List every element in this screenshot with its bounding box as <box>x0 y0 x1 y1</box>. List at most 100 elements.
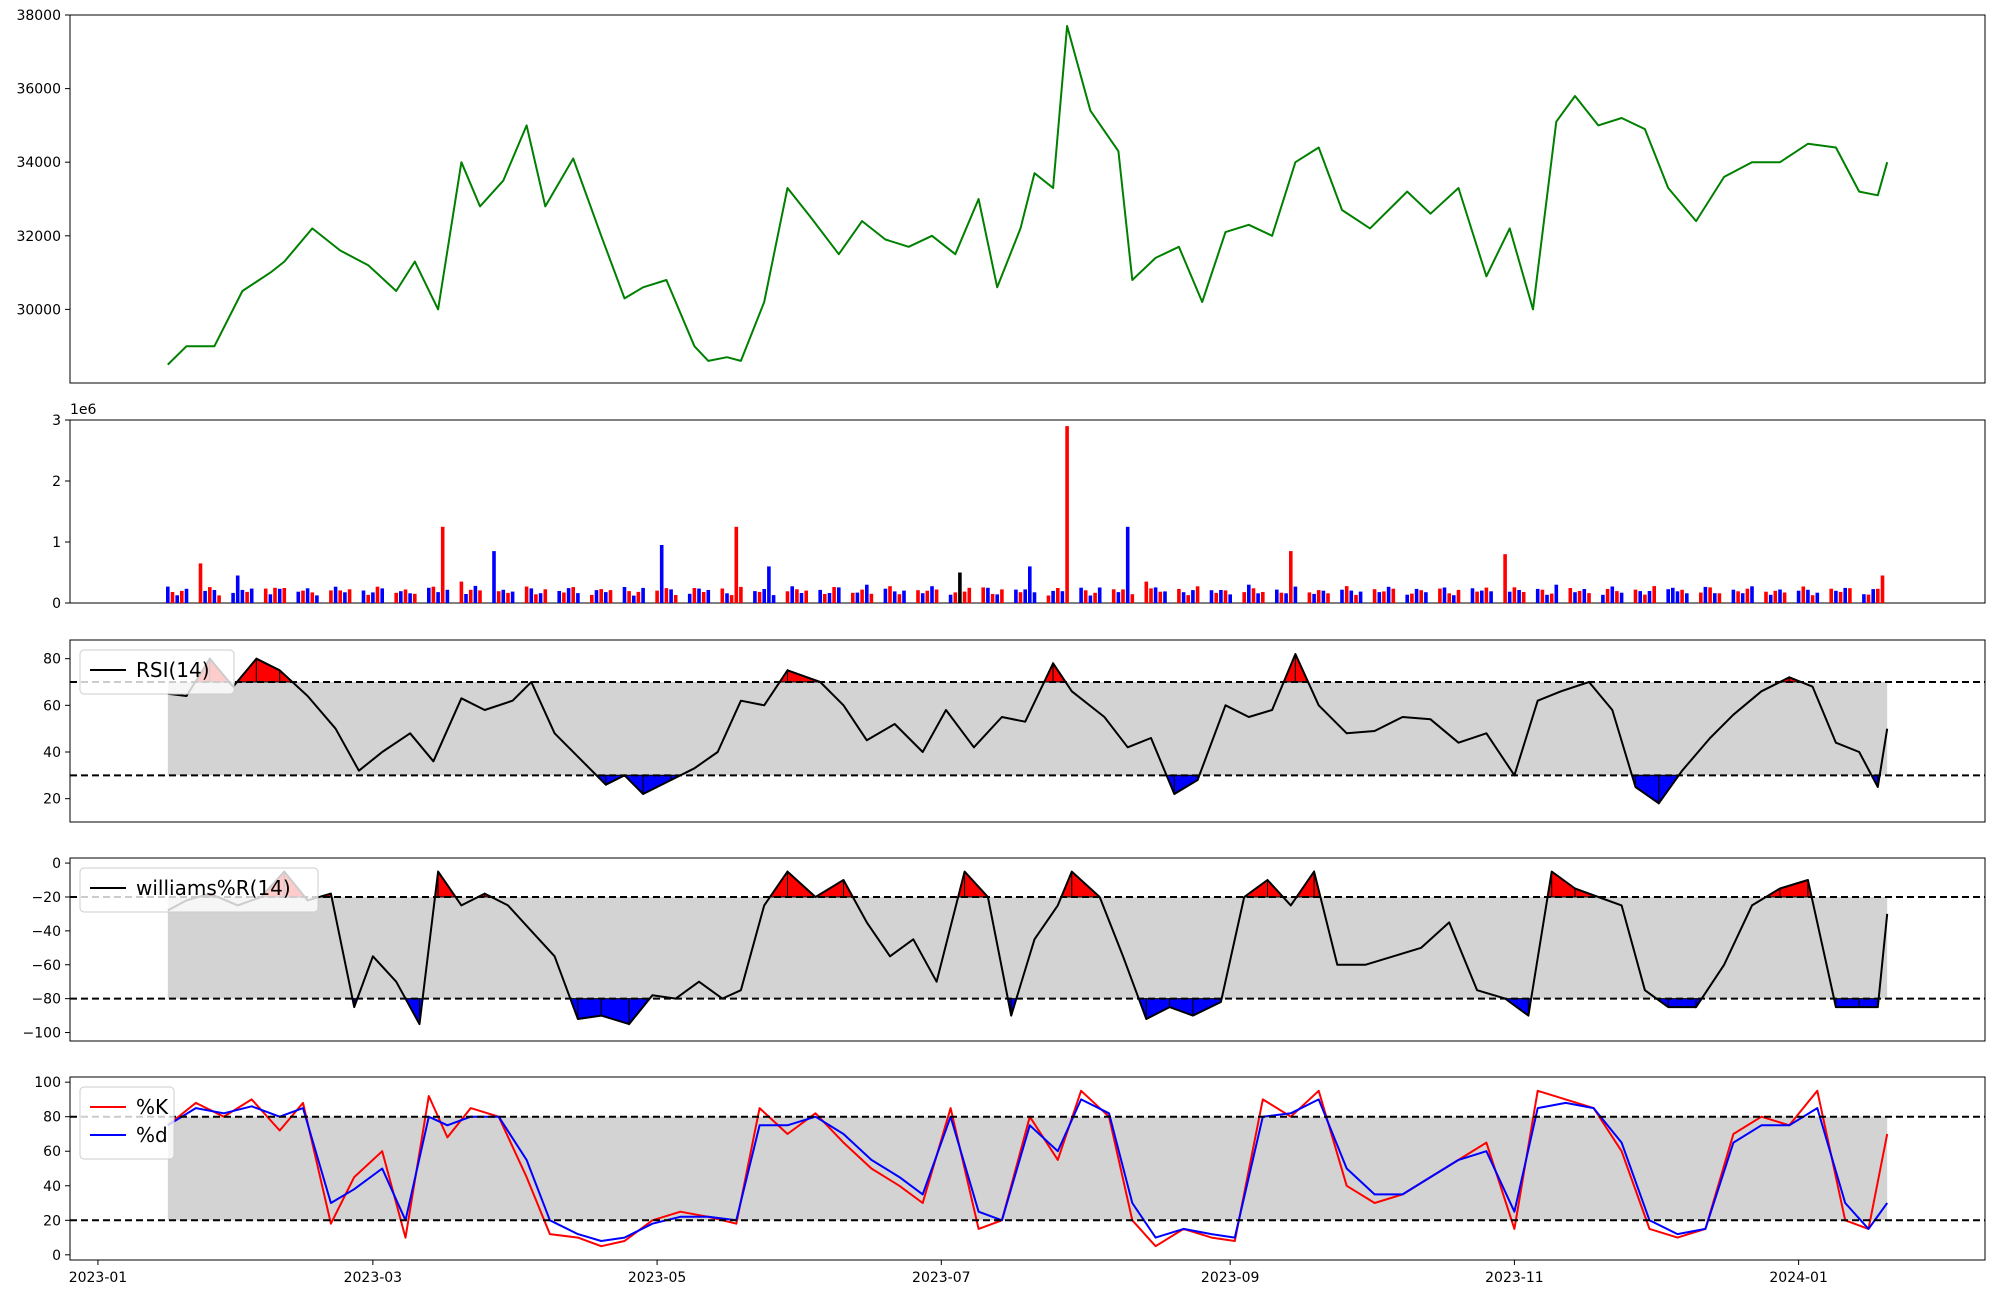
stochastic-legend-box <box>79 1086 175 1160</box>
volume-bar <box>1083 590 1088 603</box>
volume-bar <box>669 589 673 603</box>
volume-bar <box>930 586 934 603</box>
volume-bar <box>1731 589 1736 603</box>
volume-bar <box>1405 594 1409 603</box>
volume-bar <box>1214 592 1218 603</box>
volume-bar <box>1046 595 1051 603</box>
volume-bar <box>1866 594 1871 603</box>
volume-bar <box>659 545 664 603</box>
volume-bar <box>818 589 822 603</box>
volume-bar <box>990 594 995 603</box>
volume-bar <box>408 593 412 603</box>
volume-bar <box>706 590 711 603</box>
williams-ytick-label: −60 <box>31 958 61 974</box>
volume-bar <box>1615 591 1619 603</box>
volume-bar <box>1354 594 1358 603</box>
volume-bar <box>981 587 985 603</box>
volume-bar <box>869 593 874 603</box>
x-tick-label: 2023-03 <box>344 1270 403 1286</box>
volume-bar <box>632 595 636 603</box>
volume-bar <box>1372 589 1377 603</box>
volume-bar <box>725 593 729 603</box>
volume-bar <box>962 591 967 603</box>
williams-ytick-label: 0 <box>52 856 61 872</box>
volume-bar <box>282 588 287 603</box>
rsi-overbought-fill <box>255 657 281 683</box>
volume-bar <box>440 526 445 604</box>
volume-bar <box>529 588 534 603</box>
volume-bar <box>203 590 207 603</box>
volume-bar <box>1307 592 1312 603</box>
volume-bar <box>1018 592 1023 603</box>
volume-bar <box>1130 594 1135 603</box>
volume-bar <box>468 589 473 603</box>
x-tick-label: 2023-01 <box>69 1270 128 1286</box>
volume-bar <box>1484 587 1489 603</box>
volume-bar <box>301 590 305 603</box>
volume-bar <box>1377 592 1382 603</box>
volume-bar <box>851 592 855 603</box>
rsi-ytick-label: 60 <box>43 698 61 714</box>
volume-bar <box>1158 591 1163 603</box>
volume-bar <box>361 590 366 603</box>
volume-bar <box>1862 594 1866 603</box>
volume-bar <box>1223 590 1228 603</box>
volume-bar <box>296 591 301 603</box>
volume-bar <box>1549 593 1554 603</box>
volume-bar <box>1806 589 1810 603</box>
volume-bar <box>1209 590 1214 603</box>
volume-bar <box>1577 590 1582 603</box>
price-ytick-label: 30000 <box>16 302 61 318</box>
volume-bar <box>315 595 319 603</box>
volume-bar <box>1000 589 1004 603</box>
volume-bar <box>673 595 678 603</box>
volume-bar <box>510 591 515 603</box>
williams-legend-label: williams%R(14) <box>136 876 291 900</box>
volume-bar <box>1582 589 1587 603</box>
volume-bar <box>1289 551 1293 603</box>
volume-bar <box>166 586 170 603</box>
volume-bar <box>1573 592 1577 603</box>
volume-bar <box>827 593 832 603</box>
volume-bar <box>1740 593 1745 603</box>
volume-bar <box>1503 554 1507 603</box>
volume-scale-label: 1e6 <box>70 402 97 418</box>
volume-bar <box>1736 591 1740 603</box>
volume-bar <box>1535 588 1540 603</box>
volume-bar <box>995 594 999 603</box>
volume-bar <box>1279 592 1284 603</box>
volume-bar <box>347 589 352 603</box>
volume-bar <box>478 590 482 603</box>
stochastic-ytick-label: 40 <box>43 1179 61 1195</box>
volume-bar <box>1619 592 1624 603</box>
volume-bar <box>1699 592 1703 603</box>
volume-bar <box>245 591 249 603</box>
volume-bar <box>1261 592 1265 603</box>
volume-bar <box>1829 588 1833 603</box>
volume-bar <box>268 594 273 603</box>
volume-bar <box>986 587 990 603</box>
volume-bar <box>1242 592 1246 603</box>
volume-bar <box>697 588 701 603</box>
volume-bar <box>235 575 240 603</box>
volume-bar <box>1121 589 1125 603</box>
volume-bar <box>1177 588 1181 603</box>
volume-bar <box>734 526 739 604</box>
volume-bar <box>799 593 804 603</box>
volume-bar <box>837 587 841 603</box>
volume-bar <box>1111 589 1116 603</box>
volume-bar <box>1685 593 1689 603</box>
volume-bar <box>832 587 836 603</box>
volume-bar <box>1880 575 1885 603</box>
volume-bar <box>1284 593 1288 603</box>
williams-ytick-label: −20 <box>31 890 61 906</box>
williams-legend-box <box>79 867 319 913</box>
volume-bar <box>1568 588 1573 603</box>
volume-bar <box>399 591 403 603</box>
volume-bar <box>1060 591 1065 603</box>
volume-bar <box>380 588 384 603</box>
volume-bar <box>375 586 380 603</box>
volume-bar <box>948 594 953 603</box>
volume-bar <box>958 572 962 603</box>
